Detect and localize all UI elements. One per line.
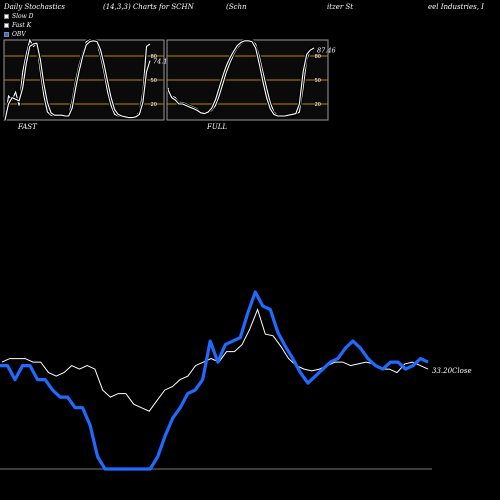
obv-line — [0, 290, 429, 471]
header-company-part-2: itzer St — [327, 3, 354, 11]
price-obv-panel: 33.20Close — [0, 290, 472, 471]
fast-series-slow-d — [4, 40, 151, 121]
legend-label-fast-k: Fast K — [12, 22, 32, 29]
full-panel-label: FULL — [206, 123, 227, 131]
legend-swatch-obv — [4, 32, 9, 37]
full-level-label: 50 — [315, 78, 321, 84]
fast-stochastic-panel: 80 50 20 74.19 FAST — [3, 35, 172, 131]
header-title: Daily Stochastics — [4, 3, 66, 11]
legend-label-obv: OBV — [12, 31, 26, 38]
full-level-label: 80 — [315, 54, 321, 60]
legend-swatch-slow-d — [4, 14, 9, 19]
full-level-label: 20 — [315, 102, 321, 108]
legend-item-slow-d: Slow D — [4, 12, 34, 21]
header-company-part-3: eel Industries, I — [428, 3, 484, 11]
legend-swatch-fast-k — [4, 23, 9, 28]
legend: Slow D Fast K OBV — [4, 12, 34, 39]
fast-panel-label: FAST — [17, 123, 38, 131]
full-stochastic-panel: 80 50 20 87.46 FULL — [166, 39, 336, 131]
full-series-fast-k — [167, 40, 315, 117]
legend-label-slow-d: Slow D — [12, 13, 34, 20]
header-subtitle: (14,3,3) Charts for SCHN — [103, 3, 194, 11]
fast-level-label: 50 — [151, 78, 157, 84]
fast-level-label: 80 — [151, 54, 157, 60]
close-price-line — [1, 308, 429, 412]
legend-item-fast-k: Fast K — [4, 21, 34, 30]
header-company-part-1: (Schn — [226, 3, 247, 11]
fast-level-label: 20 — [151, 102, 157, 108]
close-price-label: 33.20Close — [432, 367, 472, 375]
legend-item-obv: OBV — [4, 30, 34, 39]
full-last-value: 87.46 — [317, 47, 336, 55]
fast-last-value: 74.19 — [153, 58, 172, 66]
